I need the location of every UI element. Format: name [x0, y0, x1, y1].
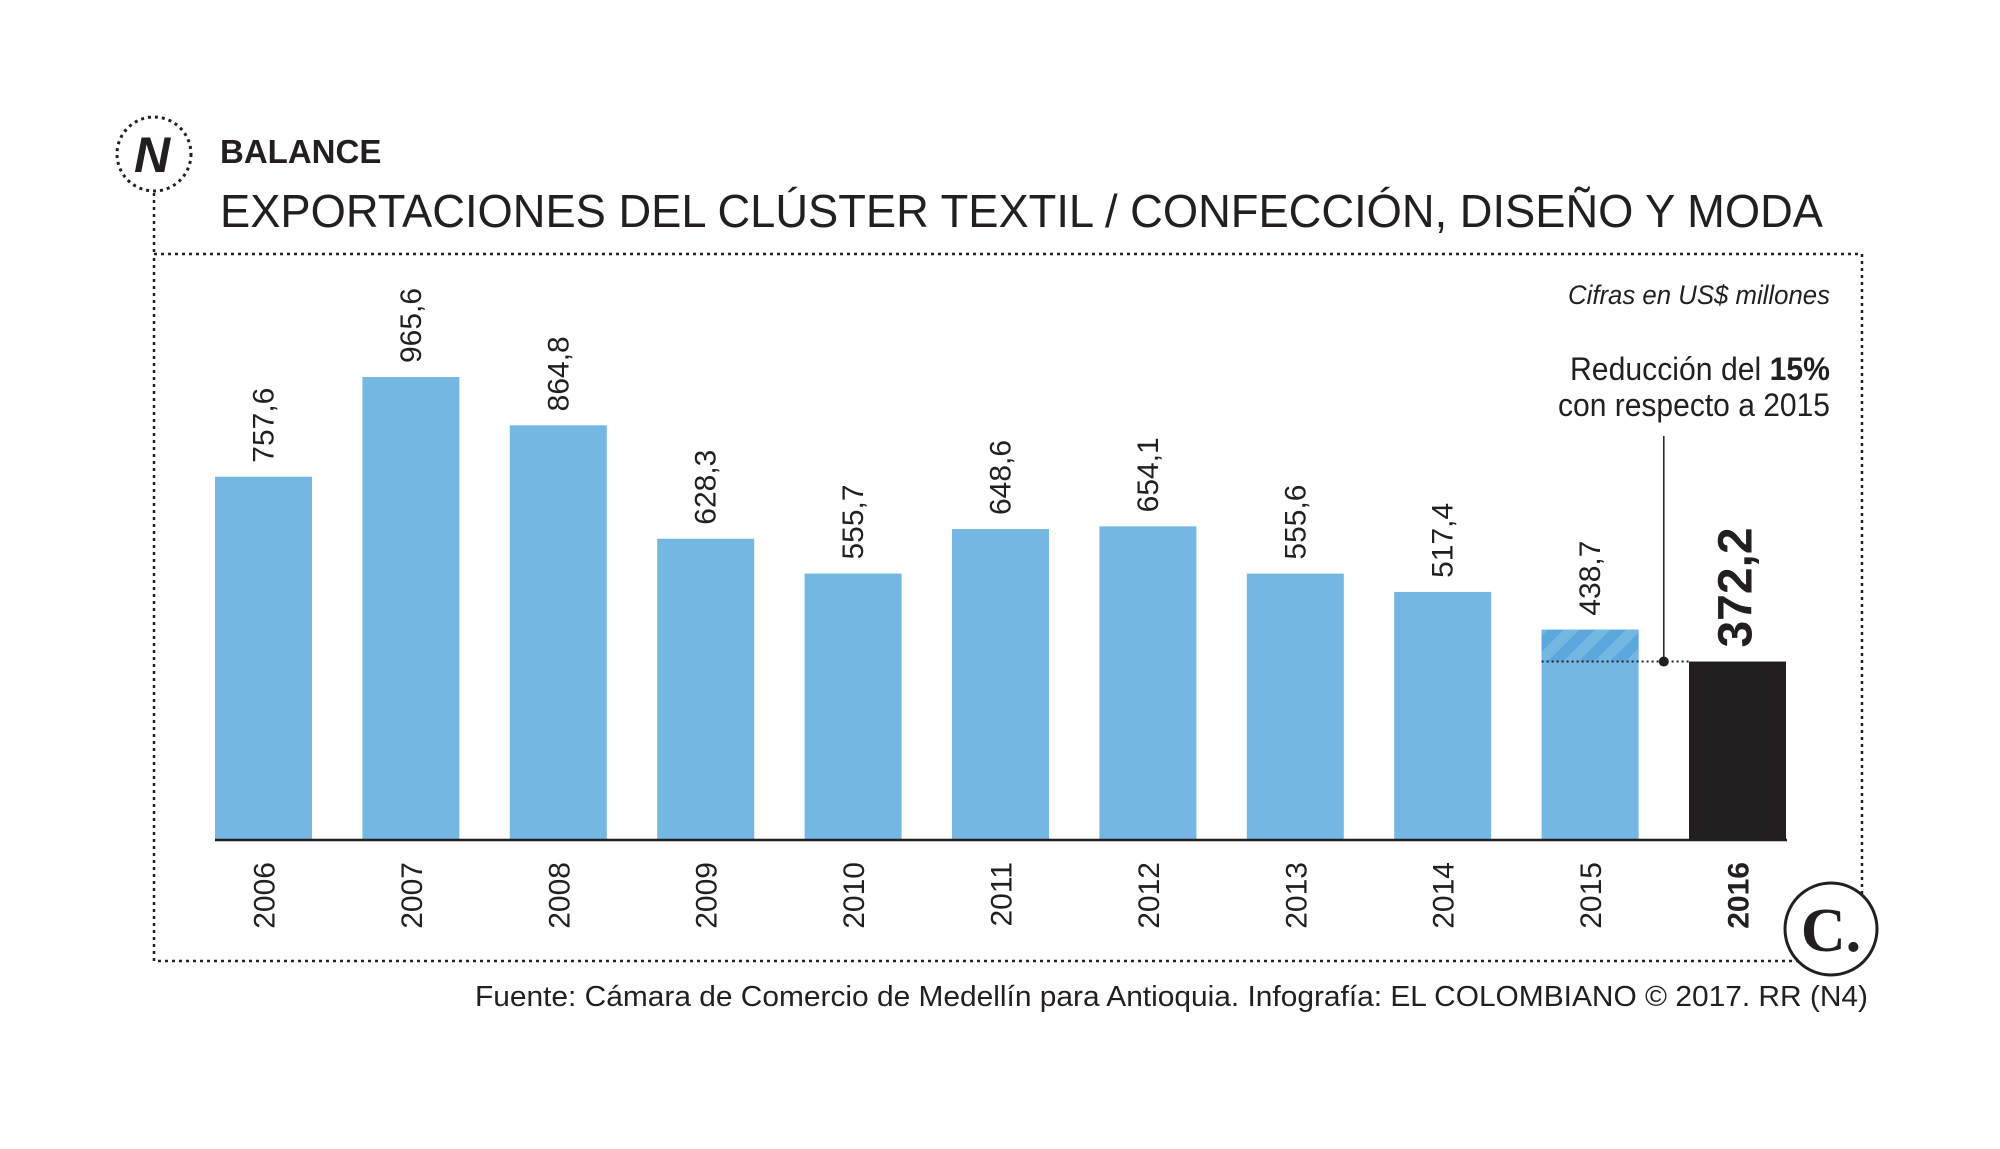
value-label-2006: 757,6 [248, 388, 281, 463]
annotation-text: Reducción del [1570, 351, 1770, 387]
value-label-2008: 864,8 [542, 336, 575, 411]
c-logo-letter: C. [1801, 897, 1861, 965]
chart-title: EXPORTACIONES DEL CLÚSTER TEXTIL / CONFE… [220, 185, 1823, 237]
bar-2012 [1099, 526, 1197, 840]
value-label-2014: 517,4 [1427, 503, 1460, 578]
bar-2008 [509, 425, 607, 840]
annotation-bold: 15% [1770, 351, 1830, 387]
bar-2015 [1541, 629, 1639, 840]
year-label-2016: 2016 [1723, 862, 1756, 929]
el-colombiano-logo-icon: C. [1783, 881, 1879, 977]
unit-note: Cifras en US$ millones [1568, 280, 1830, 310]
bars: 757,6 2006 965,6 2007 864,8 2008 628,3 2009 555,… [215, 288, 1786, 929]
section-label: BALANCE [220, 133, 381, 170]
year-label-2008: 2008 [543, 862, 576, 929]
source-footer: Fuente: Cámara de Comercio de Medellín p… [475, 981, 1868, 1013]
value-label-2015: 438,7 [1574, 541, 1607, 616]
year-label-2015: 2015 [1575, 862, 1608, 929]
year-label-2014: 2014 [1428, 862, 1461, 929]
value-label-2013: 555,6 [1279, 485, 1312, 560]
year-label-2006: 2006 [249, 862, 282, 929]
bar-2011 [952, 528, 1049, 840]
year-label-2009: 2009 [691, 862, 724, 929]
bar-2016 [1689, 661, 1786, 840]
value-label-2011: 648,6 [985, 440, 1018, 515]
value-label-2012: 654,1 [1132, 437, 1165, 512]
year-label-2013: 2013 [1280, 862, 1313, 929]
bar-2014 [1394, 591, 1492, 840]
bar-2013 [1246, 573, 1344, 840]
year-label-2011: 2011 [986, 862, 1019, 927]
annotation-line2: con respecto a 2015 [1558, 387, 1830, 423]
bar-2007 [362, 377, 460, 840]
value-label-2009: 628,3 [690, 450, 723, 525]
year-label-2007: 2007 [396, 862, 429, 929]
annotation-dot [1658, 656, 1669, 667]
value-label-2010: 555,7 [837, 484, 870, 559]
n-logo-icon: N [115, 115, 193, 193]
reduction-hatch [1541, 629, 1639, 662]
year-label-2012: 2012 [1133, 862, 1166, 929]
bar-2006 [215, 476, 312, 840]
bar-2010 [804, 573, 902, 840]
year-label-2010: 2010 [838, 862, 871, 929]
chart-frame [152, 252, 1864, 963]
value-label-2007: 965,6 [395, 288, 428, 363]
value-label-2016: 372,2 [1710, 527, 1763, 647]
bar-2009 [657, 538, 755, 840]
annotation-line1: Reducción del 15% [1570, 351, 1830, 387]
n-logo-letter: N [134, 127, 171, 183]
